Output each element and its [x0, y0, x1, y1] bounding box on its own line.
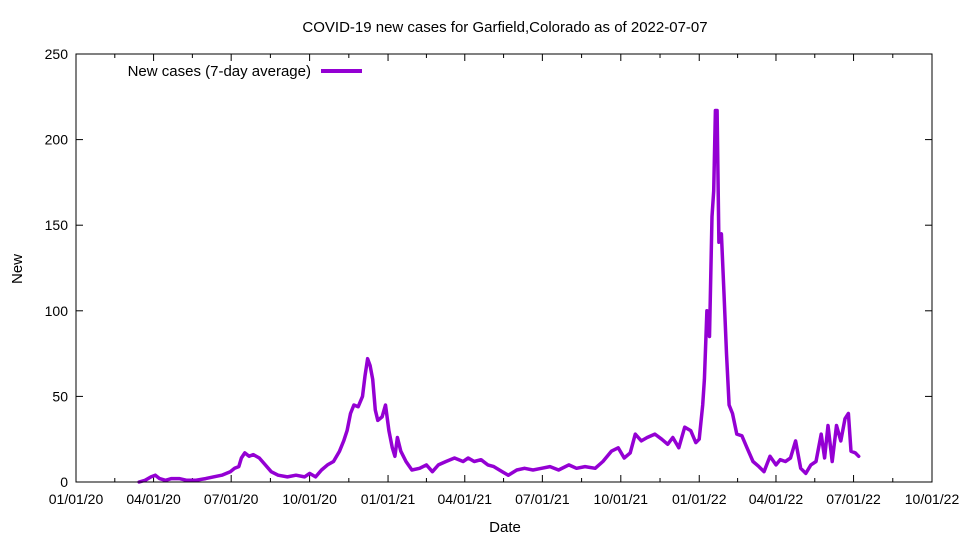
x-tick-label: 01/01/21	[361, 491, 416, 507]
plot-area	[137, 108, 861, 484]
axis-ticks: 01/01/20 04/01/20 07/01/20 10/01/20 01/01/21…	[45, 46, 960, 507]
x-tick-label: 10/01/22	[905, 491, 960, 507]
x-tick-label: 07/01/22	[826, 491, 881, 507]
x-tick-label: 10/01/21	[594, 491, 649, 507]
y-axis-label: New	[9, 254, 26, 284]
chart-title: COVID-19 new cases for Garfield,Colorado…	[302, 19, 707, 36]
y-tick-label: 100	[45, 303, 69, 319]
x-tick-label: 01/01/22	[672, 491, 727, 507]
y-tick-label: 200	[45, 132, 69, 148]
y-tick-label: 250	[45, 46, 69, 62]
x-tick-label: 04/01/21	[438, 491, 493, 507]
y-tick-label: 0	[60, 474, 68, 490]
x-tick-label: 07/01/20	[204, 491, 259, 507]
y-tick-label: 50	[52, 388, 68, 404]
x-tick-label: 04/01/20	[126, 491, 181, 507]
x-axis-label: Date	[489, 519, 521, 536]
x-tick-label: 04/01/22	[749, 491, 804, 507]
series-line	[137, 108, 861, 484]
y-tick-label: 150	[45, 217, 69, 233]
x-tick-label: 07/01/21	[515, 491, 570, 507]
legend-label: New cases (7-day average)	[128, 63, 311, 80]
plot-frame	[75, 53, 933, 483]
x-tick-label: 01/01/20	[49, 491, 104, 507]
x-tick-label: 10/01/20	[282, 491, 337, 507]
legend: New cases (7-day average)	[128, 63, 362, 80]
